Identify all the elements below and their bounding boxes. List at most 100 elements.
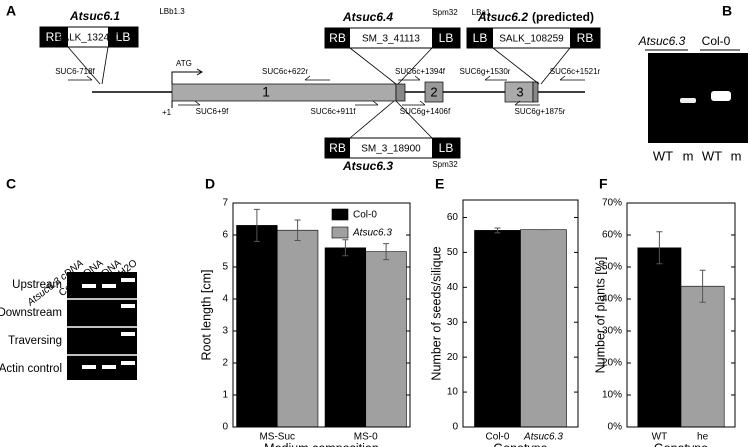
bar bbox=[474, 230, 521, 428]
lane-label: m bbox=[731, 148, 742, 163]
y-tick-label: 50 bbox=[447, 247, 459, 258]
primer-arrow bbox=[484, 75, 507, 81]
primer-label: SUC6c+1394f bbox=[395, 67, 446, 76]
start-label: +1 bbox=[162, 108, 172, 117]
error-bar bbox=[294, 219, 301, 241]
line-label: SM_3_41113 bbox=[362, 34, 420, 45]
insert-line bbox=[349, 47, 397, 85]
x-axis-label: Medium composition bbox=[264, 441, 379, 447]
gel-band bbox=[82, 365, 96, 369]
insert-name: Atsuc6.3 bbox=[342, 159, 393, 173]
y-tick-label: 0 bbox=[452, 422, 458, 433]
insert-name: Atsuc6.1 bbox=[69, 9, 120, 23]
legend-swatch bbox=[331, 226, 349, 239]
insert-line bbox=[540, 47, 571, 85]
x-tick-label: WT bbox=[652, 432, 668, 443]
gel-band bbox=[121, 361, 135, 365]
insert-line bbox=[101, 46, 109, 85]
border-label: LB bbox=[439, 141, 454, 155]
border-box bbox=[570, 28, 600, 48]
primer-label: SUC6g+1406f bbox=[400, 107, 451, 116]
insert-line bbox=[492, 47, 540, 85]
insert-line bbox=[395, 100, 433, 139]
primer-label: SUC6-718f bbox=[55, 67, 95, 76]
y-axis-label: Root length [cm] bbox=[199, 269, 213, 360]
start-codon: ATG bbox=[176, 59, 192, 68]
panel-label: C bbox=[6, 176, 16, 192]
gel-band bbox=[680, 98, 696, 103]
bar bbox=[365, 251, 407, 428]
y-tick-label: 30 bbox=[447, 317, 459, 328]
panel-label: D bbox=[205, 176, 215, 192]
plot-frame bbox=[232, 202, 411, 428]
gel-band bbox=[711, 91, 731, 101]
border-label: RB bbox=[46, 30, 63, 44]
exon bbox=[395, 83, 406, 102]
line-label: SM_3_18900 bbox=[361, 144, 421, 155]
y-tick-label: 2 bbox=[222, 358, 228, 369]
primer-arrow bbox=[402, 100, 426, 106]
border-label: RB bbox=[329, 31, 346, 45]
insert-note: (predicted) bbox=[532, 10, 594, 24]
primer-arrow bbox=[398, 75, 421, 81]
line-label: SALK_132450 bbox=[56, 33, 121, 44]
y-tick-label: 20 bbox=[447, 352, 459, 363]
bar bbox=[520, 229, 567, 428]
y-tick-label: 10% bbox=[602, 390, 622, 401]
primer-label: SUC6c+622r bbox=[262, 67, 308, 76]
primer-arrow bbox=[514, 100, 540, 106]
panel-label: E bbox=[435, 176, 444, 192]
insert-name: Atsuc6.3 bbox=[342, 159, 393, 173]
insert-tag: Spm32 bbox=[432, 160, 458, 169]
primer-label: SUC6c+911f bbox=[311, 107, 357, 116]
plot-frame bbox=[462, 199, 579, 428]
y-tick-label: 5 bbox=[222, 262, 228, 273]
y-tick-label: 3 bbox=[222, 326, 228, 337]
primer-arrow bbox=[559, 75, 585, 81]
border-box bbox=[40, 27, 68, 47]
y-tick-label: 7 bbox=[222, 198, 228, 209]
insert-name: Atsuc6.4 bbox=[342, 10, 393, 24]
legend-label: Atsuc6.3 bbox=[352, 228, 392, 239]
y-tick-label: 0% bbox=[608, 422, 623, 433]
insert-tag: LBb1.3 bbox=[159, 7, 185, 16]
border-box bbox=[325, 138, 350, 158]
error-bar bbox=[342, 239, 349, 257]
error-bar bbox=[253, 208, 260, 242]
x-axis-label: Genotype bbox=[654, 441, 708, 447]
insert-tag: LBa1 bbox=[472, 8, 491, 17]
y-axis-label: Number of plants [%] bbox=[593, 257, 607, 374]
border-box bbox=[467, 28, 493, 48]
insert-name: Atsuc6.4 bbox=[342, 10, 393, 24]
border-box bbox=[432, 138, 460, 158]
exon bbox=[424, 81, 444, 103]
panel-label: B bbox=[722, 3, 732, 19]
x-tick-label: Atsuc6.3 bbox=[523, 432, 563, 443]
y-tick-label: 40 bbox=[447, 282, 459, 293]
border-box bbox=[108, 27, 138, 47]
x-tick-label: MS-0 bbox=[354, 432, 378, 443]
primer-arrow bbox=[304, 75, 330, 81]
y-tick-label: 50% bbox=[602, 262, 622, 273]
primer-arrow bbox=[68, 75, 93, 81]
primer-arrow bbox=[355, 100, 379, 106]
gel-band bbox=[102, 284, 116, 288]
x-tick-label: MS-Suc bbox=[259, 432, 295, 443]
panel-label: A bbox=[6, 3, 16, 19]
y-tick-label: 60 bbox=[447, 212, 459, 223]
y-tick-label: 10 bbox=[447, 387, 459, 398]
x-tick-label: Col-0 bbox=[486, 432, 510, 443]
error-bar bbox=[699, 269, 706, 303]
y-axis-label: Number of seeds/silique bbox=[429, 246, 443, 380]
border-box bbox=[325, 28, 350, 48]
y-tick-label: 60% bbox=[602, 230, 622, 241]
x-axis-label: Genotype bbox=[493, 441, 547, 447]
exon bbox=[171, 83, 397, 102]
plot-frame bbox=[626, 202, 736, 428]
lane-label: WT bbox=[653, 148, 673, 163]
border-label: LB bbox=[116, 30, 131, 44]
border-box bbox=[432, 28, 460, 48]
border-label: LB bbox=[439, 31, 454, 45]
y-tick-label: 30% bbox=[602, 326, 622, 337]
